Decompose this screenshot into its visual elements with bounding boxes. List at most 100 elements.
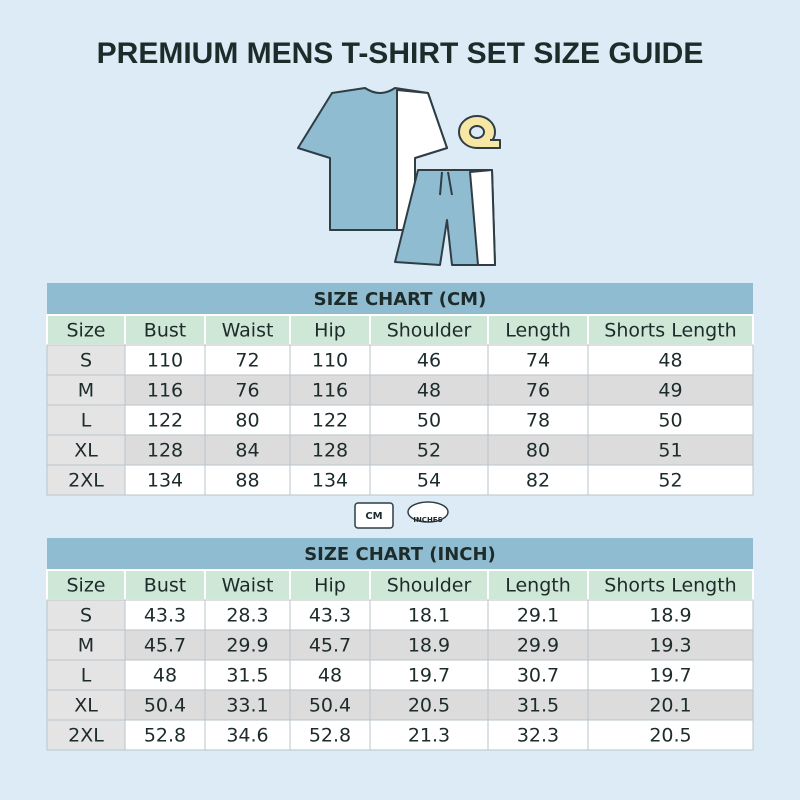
cell-text: 52 xyxy=(417,440,441,462)
cell-text: S xyxy=(80,350,92,372)
inches-label: INCHES xyxy=(413,516,442,524)
header-text: Waist xyxy=(222,320,274,342)
table-cell xyxy=(46,629,126,661)
cell-text: 51 xyxy=(658,440,682,462)
table-cell xyxy=(289,689,371,721)
table-cell xyxy=(204,344,291,376)
cell-text: XL xyxy=(74,695,98,717)
header-text: Hip xyxy=(314,320,346,342)
cm-label: CM xyxy=(365,511,382,522)
header-cell xyxy=(587,569,754,601)
header-text: Shorts Length xyxy=(604,320,736,342)
cell-text: 78 xyxy=(526,410,550,432)
cell-text: 122 xyxy=(312,410,348,432)
cell-text: 110 xyxy=(312,350,348,372)
cell-text: 43.3 xyxy=(144,605,186,627)
title: PREMIUM MENS T-SHIRT SET SIZE GUIDE xyxy=(97,37,704,70)
cell-text: M xyxy=(78,635,94,657)
cell-text: 29.1 xyxy=(517,605,559,627)
cell-text: 48 xyxy=(658,350,682,372)
cell-text: 32.3 xyxy=(517,725,559,747)
inches-icon xyxy=(407,501,449,523)
cell-text: 80 xyxy=(235,410,259,432)
table-cell xyxy=(46,464,126,496)
cell-text: 88 xyxy=(235,470,259,492)
cell-text: 128 xyxy=(312,440,348,462)
table-title-bg xyxy=(47,538,753,570)
cell-text: 134 xyxy=(147,470,183,492)
cell-text: 45.7 xyxy=(309,635,351,657)
unit-icons: CM INCHES xyxy=(354,501,449,529)
cell-text: 45.7 xyxy=(144,635,186,657)
cell-text: 20.5 xyxy=(408,695,450,717)
cell-text: 19.7 xyxy=(649,665,691,687)
header-cell xyxy=(487,569,589,601)
cell-text: 19.7 xyxy=(408,665,450,687)
table-cell xyxy=(124,659,206,691)
header-text: Bust xyxy=(144,320,186,342)
cell-text: 2XL xyxy=(68,725,104,747)
table-cell xyxy=(204,404,291,436)
cell-text: 80 xyxy=(526,440,550,462)
table-cell xyxy=(46,404,126,436)
header-cell xyxy=(204,569,291,601)
cell-text: 2XL xyxy=(68,470,104,492)
cell-text: 19.3 xyxy=(649,635,691,657)
table-cell xyxy=(289,719,371,751)
cell-text: 20.5 xyxy=(649,725,691,747)
cell-text: 28.3 xyxy=(226,605,268,627)
table-cell xyxy=(124,629,206,661)
table-cell xyxy=(124,464,206,496)
header-cell xyxy=(46,569,126,601)
header-text: Bust xyxy=(144,575,186,597)
table-cell xyxy=(46,719,126,751)
cell-text: 50 xyxy=(658,410,682,432)
table-cell xyxy=(289,464,371,496)
cell-text: 74 xyxy=(526,350,550,372)
cell-text: 34.6 xyxy=(226,725,268,747)
cell-text: 49 xyxy=(658,380,682,402)
table-cell xyxy=(487,659,589,691)
cell-text: 20.1 xyxy=(649,695,691,717)
cell-text: 54 xyxy=(417,470,441,492)
header-text: Length xyxy=(505,575,571,597)
table-cell xyxy=(587,434,754,466)
cell-text: 110 xyxy=(147,350,183,372)
table-cell xyxy=(46,599,126,631)
table-cell xyxy=(487,719,589,751)
cell-text: L xyxy=(81,665,92,687)
table-cell xyxy=(587,599,754,631)
cell-text: 43.3 xyxy=(309,605,351,627)
header-cell xyxy=(289,569,371,601)
cm-icon xyxy=(354,502,394,529)
table-title: SIZE CHART (CM) xyxy=(314,289,487,310)
table-cell xyxy=(204,374,291,406)
table-cell xyxy=(587,464,754,496)
table-cell xyxy=(204,689,291,721)
cell-text: 46 xyxy=(417,350,441,372)
cell-text: L xyxy=(81,410,92,432)
cell-text: 134 xyxy=(312,470,348,492)
table-title-bg xyxy=(47,283,753,315)
table-cell xyxy=(487,344,589,376)
header-text: Shorts Length xyxy=(604,575,736,597)
table-cell xyxy=(369,689,489,721)
header-text: Waist xyxy=(222,575,274,597)
table-cell xyxy=(369,719,489,751)
cell-text: 29.9 xyxy=(517,635,559,657)
table-cell xyxy=(587,629,754,661)
cell-text: 29.9 xyxy=(226,635,268,657)
cell-text: 31.5 xyxy=(226,665,268,687)
cell-text: 48 xyxy=(318,665,342,687)
cell-text: 21.3 xyxy=(408,725,450,747)
cell-text: 48 xyxy=(417,380,441,402)
table-cell xyxy=(587,404,754,436)
cell-text: 76 xyxy=(526,380,550,402)
cell-text: 31.5 xyxy=(517,695,559,717)
table-cell xyxy=(204,629,291,661)
table-cell xyxy=(46,344,126,376)
header-cell xyxy=(369,314,489,346)
table-cell xyxy=(46,374,126,406)
table-cell xyxy=(587,719,754,751)
